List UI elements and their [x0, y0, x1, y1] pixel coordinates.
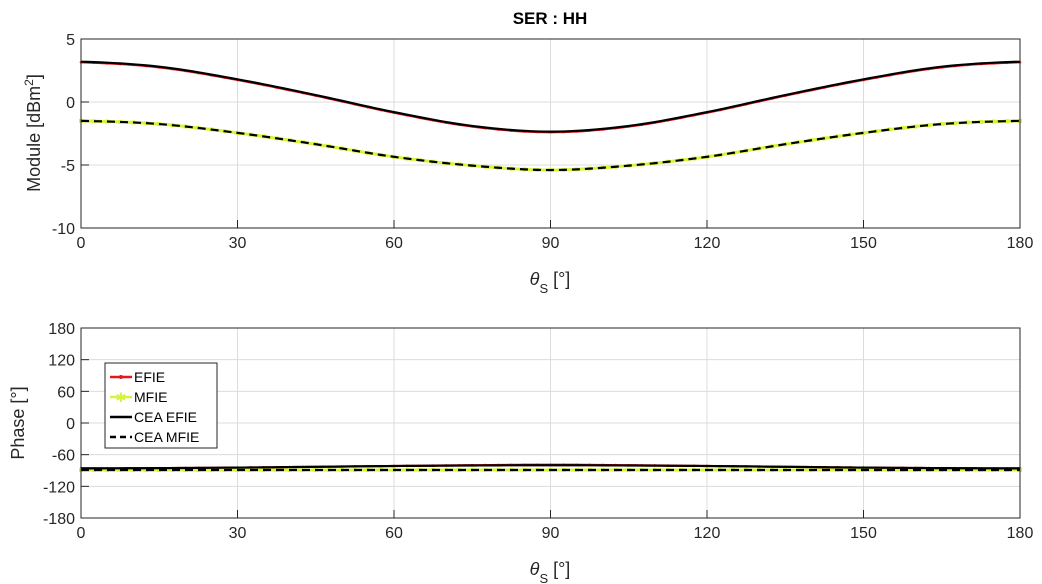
- module-xtick-label-150: 150: [850, 235, 877, 252]
- module-point-mfie: [861, 130, 866, 135]
- chart-title: SER : HH: [513, 9, 588, 28]
- phase-grid: [81, 328, 1020, 518]
- module-ticks: 0 30 60 90 120 150 180 -10 -5 0 5: [52, 32, 1034, 252]
- svg-text:✱: ✱: [116, 390, 127, 405]
- module-point-mfie: [874, 129, 879, 134]
- legend-label-efie: EFIE: [134, 369, 165, 385]
- module-xtick-label-90: 90: [542, 235, 560, 252]
- phase-xtick-label-60: 60: [385, 525, 403, 542]
- phase-ticks: 0 30 60 90 120 150 180 -180 -120 -60 0 60 120 180: [43, 321, 1033, 542]
- phase-xtick-label-120: 120: [694, 525, 721, 542]
- legend-label-mfie: MFIE: [134, 389, 167, 405]
- legend: EFIE ✱ MFIE CEA EFIE CEA MFIE: [104, 362, 218, 449]
- module-ylabel: Module [dBm2]: [22, 74, 44, 192]
- legend-entry-efie: EFIE: [110, 369, 165, 385]
- phase-xtick-label-90: 90: [542, 525, 560, 542]
- legend-label-cea-efie: CEA EFIE: [134, 409, 197, 425]
- module-ytick-label--10: -10: [52, 221, 75, 238]
- module-xtick-label-180: 180: [1007, 235, 1034, 252]
- module-series: [79, 60, 1022, 173]
- module-point-mfie: [952, 121, 957, 126]
- module-point-mfie: [939, 122, 944, 127]
- module-ytick-label--5: -5: [61, 158, 75, 175]
- phase-ytick-label-0: 0: [66, 416, 75, 433]
- module-point-mfie: [978, 119, 983, 124]
- legend-entry-mfie: ✱ MFIE: [110, 389, 167, 405]
- module-xtick-label-0: 0: [77, 235, 86, 252]
- module-axes: SER : HH 0 30 60 90 120 150 180 -10 -5 0 5 Module …: [22, 9, 1033, 296]
- module-point-mfie: [926, 123, 931, 128]
- phase-xtick-label-0: 0: [77, 525, 86, 542]
- module-point-mfie: [887, 127, 892, 132]
- module-ytick-label-5: 5: [66, 32, 75, 49]
- phase-ylabel: Phase [°]: [8, 386, 28, 459]
- module-xtick-label-60: 60: [385, 235, 403, 252]
- legend-label-cea-mfie: CEA MFIE: [134, 429, 199, 445]
- legend-entry-cea-efie: CEA EFIE: [110, 409, 197, 425]
- module-point-mfie: [900, 125, 905, 130]
- module-series-cea-mfie: [80, 119, 1021, 172]
- module-series-cea-efie: [80, 60, 1021, 133]
- phase-xlabel: θS [°]: [530, 559, 571, 584]
- phase-xtick-label-30: 30: [229, 525, 247, 542]
- module-ytick-label-0: 0: [66, 95, 75, 112]
- module-xlabel: θS [°]: [530, 269, 571, 296]
- phase-ytick-label-60: 60: [57, 384, 75, 401]
- phase-series: [79, 463, 1022, 472]
- legend-entry-cea-mfie: CEA MFIE: [110, 429, 199, 445]
- module-point-mfie: [1004, 119, 1009, 124]
- phase-axes: 0 30 60 90 120 150 180 -180 -120 -60 0 60 120 180 Pha…: [8, 321, 1033, 584]
- phase-series-cea-efie: [80, 464, 1021, 470]
- phase-ytick-label--180: -180: [43, 511, 75, 528]
- phase-ytick-label--60: -60: [52, 448, 75, 465]
- phase-ytick-label-120: 120: [48, 353, 75, 370]
- phase-ytick-label--120: -120: [43, 479, 75, 496]
- module-point-mfie: [991, 119, 996, 124]
- phase-ytick-label-180: 180: [48, 321, 75, 338]
- module-xtick-label-120: 120: [694, 235, 721, 252]
- module-point-mfie: [913, 124, 918, 129]
- module-xtick-label-30: 30: [229, 235, 247, 252]
- module-point-mfie: [965, 120, 970, 125]
- phase-xtick-label-180: 180: [1007, 525, 1034, 542]
- phase-xtick-label-150: 150: [850, 525, 877, 542]
